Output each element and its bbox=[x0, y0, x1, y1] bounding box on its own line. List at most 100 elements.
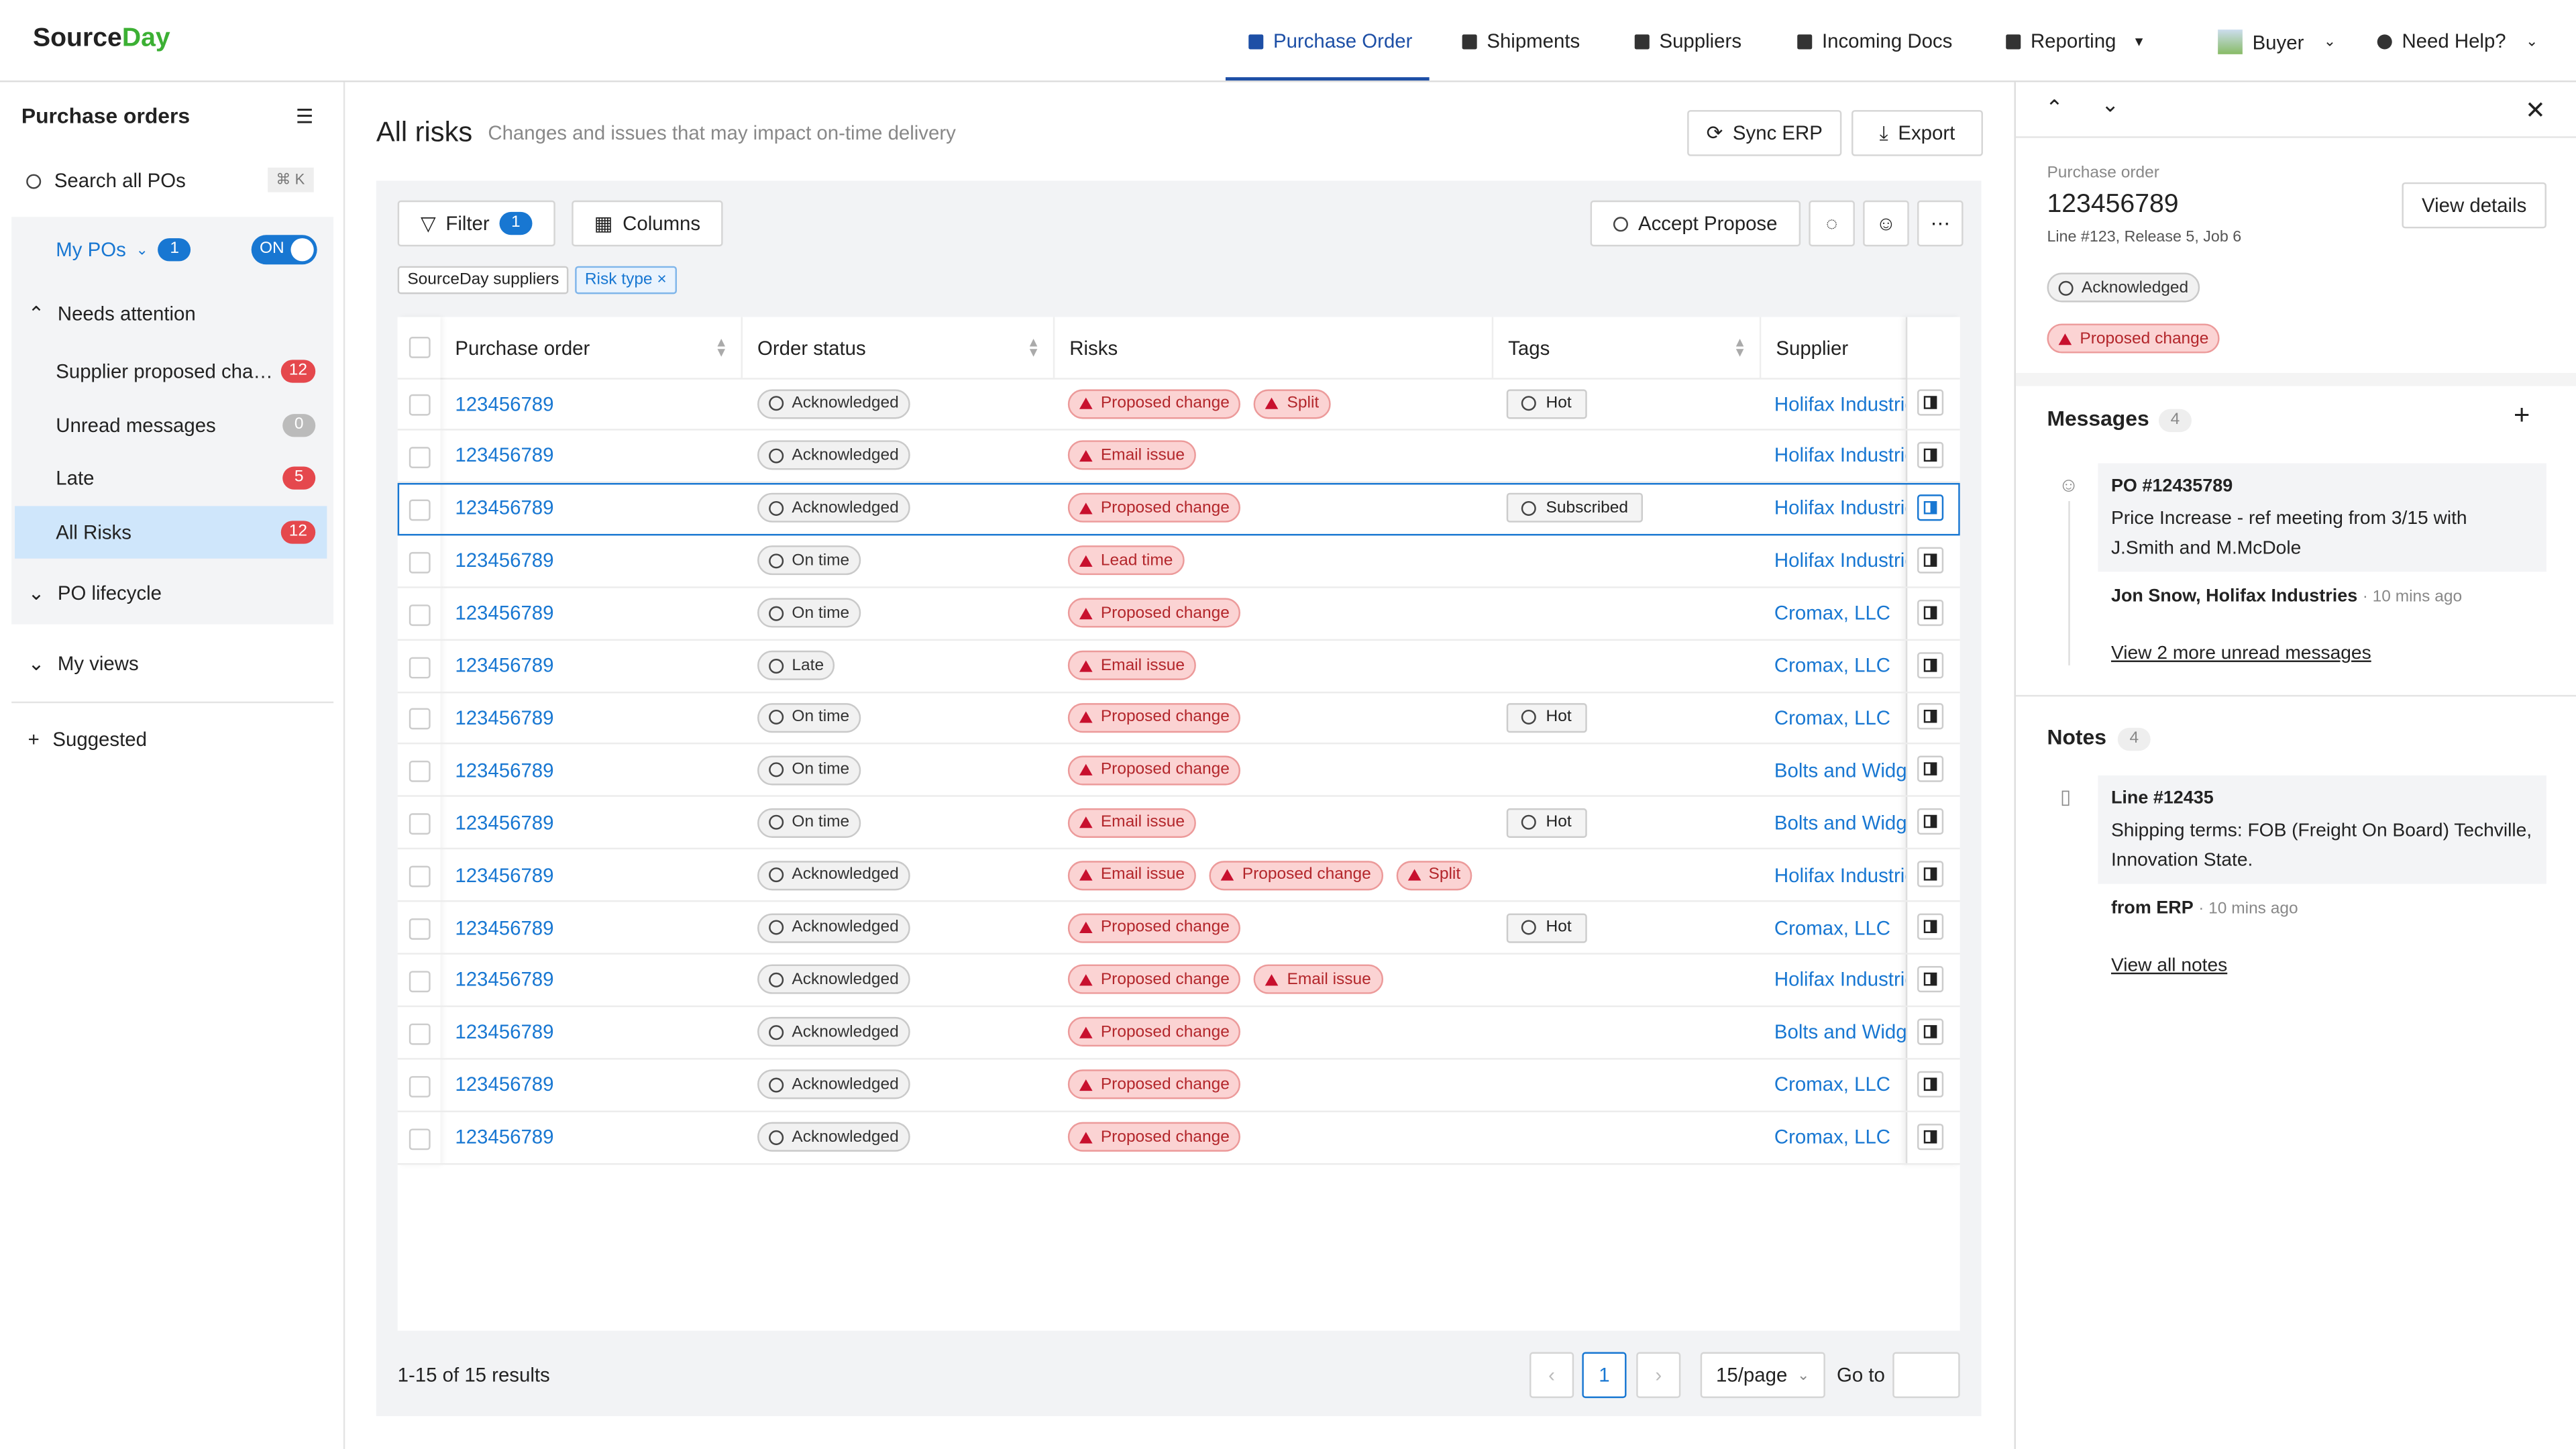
row-action[interactable] bbox=[1917, 598, 1944, 626]
view-details-button[interactable]: View details bbox=[2402, 182, 2546, 229]
checkbox[interactable] bbox=[409, 918, 431, 940]
goto-input[interactable] bbox=[1892, 1352, 1960, 1399]
icon-button[interactable]: ☺ bbox=[1863, 200, 1909, 247]
po-link[interactable]: 123456789 bbox=[455, 706, 554, 730]
more-messages-link[interactable]: View 2 more unread messages bbox=[2110, 644, 2371, 664]
po-link[interactable]: 123456789 bbox=[455, 811, 554, 835]
filter-chip[interactable]: SourceDay suppliers bbox=[397, 266, 570, 294]
supplier-link[interactable]: Bolts and Widgets bbox=[1774, 758, 1906, 782]
table-row[interactable]: 123456789 Acknowledged Proposed change Subs… bbox=[397, 482, 1960, 535]
table-row[interactable]: 123456789 On time Proposed change Cromax, L… bbox=[397, 588, 1960, 641]
nav-item[interactable]: Unread messages 0 bbox=[15, 398, 327, 451]
supplier-link[interactable]: Holifax Industries bbox=[1774, 968, 1906, 991]
page-button[interactable]: 1 bbox=[1582, 1352, 1627, 1399]
row-action[interactable] bbox=[1917, 1123, 1944, 1150]
sort-icon[interactable]: ▲ ▼ bbox=[1733, 334, 1747, 360]
supplier-link[interactable]: Holifax Industries bbox=[1774, 496, 1906, 520]
next-button[interactable]: ⌄ bbox=[2101, 92, 2119, 117]
checkbox[interactable] bbox=[409, 865, 431, 888]
more-button[interactable]: ⋯ bbox=[1917, 200, 1964, 247]
section-header[interactable]: ⌄ PO lifecycle bbox=[28, 582, 162, 604]
toggle[interactable]: ON bbox=[251, 235, 317, 265]
section-header[interactable]: + Suggested bbox=[28, 728, 147, 751]
notes-link[interactable]: View all notes bbox=[2110, 956, 2228, 976]
po-link[interactable]: 123456789 bbox=[455, 758, 554, 782]
row-action[interactable] bbox=[1917, 861, 1944, 888]
filter-chip[interactable]: Risk type × bbox=[575, 266, 677, 294]
sort-icon[interactable]: ▲ ▼ bbox=[1026, 334, 1040, 360]
user-menu[interactable]: Buyer ⌄ bbox=[2218, 30, 2336, 54]
checkbox[interactable] bbox=[409, 1023, 431, 1045]
search[interactable]: Search all POs bbox=[26, 169, 186, 193]
row-action[interactable] bbox=[1917, 546, 1944, 573]
nav-item[interactable]: Late 5 bbox=[15, 451, 327, 504]
checkbox[interactable] bbox=[409, 656, 431, 678]
row-action[interactable] bbox=[1917, 389, 1944, 416]
row-action[interactable] bbox=[1917, 756, 1944, 783]
row-action[interactable] bbox=[1917, 494, 1944, 521]
nav-item[interactable]: Purchase Order bbox=[1248, 30, 1412, 52]
table-row[interactable]: 123456789 Acknowledged Email issue Holifax … bbox=[397, 430, 1960, 483]
my-pos[interactable]: My POs ⌄ 1 bbox=[56, 238, 191, 262]
supplier-link[interactable]: Cromax, LLC bbox=[1774, 653, 1891, 677]
table-row[interactable]: 123456789 On time Lead time Holifax Industr… bbox=[397, 535, 1960, 588]
po-link[interactable]: 123456789 bbox=[455, 444, 554, 468]
supplier-link[interactable]: Holifax Industries bbox=[1774, 549, 1906, 572]
export-button[interactable]: ⤓ Export bbox=[1851, 110, 1983, 156]
po-link[interactable]: 123456789 bbox=[455, 549, 554, 572]
table-row[interactable]: 123456789 On time Proposed change Bolts and… bbox=[397, 745, 1960, 798]
checkbox[interactable] bbox=[409, 1075, 431, 1097]
checkbox[interactable] bbox=[409, 1128, 431, 1150]
po-link[interactable]: 123456789 bbox=[455, 863, 554, 887]
po-link[interactable]: 123456789 bbox=[455, 653, 554, 677]
table-row[interactable]: 123456789 Acknowledged Proposed change Emai… bbox=[397, 955, 1960, 1007]
po-link[interactable]: 123456789 bbox=[455, 1020, 554, 1044]
supplier-link[interactable]: Cromax, LLC bbox=[1774, 916, 1891, 939]
nav-item[interactable]: Incoming Docs bbox=[1797, 30, 1952, 52]
row-action[interactable] bbox=[1917, 651, 1944, 678]
po-link[interactable]: 123456789 bbox=[455, 968, 554, 991]
remove-icon[interactable]: × bbox=[657, 271, 667, 290]
columns-button[interactable]: ▦ Columns bbox=[572, 200, 723, 247]
add-button[interactable]: + bbox=[2513, 399, 2530, 431]
supplier-link[interactable]: Bolts and Widgets bbox=[1774, 1020, 1906, 1044]
checkbox[interactable] bbox=[409, 446, 431, 468]
nav-item[interactable]: Suppliers bbox=[1634, 30, 1741, 52]
logo[interactable]: SourceDay bbox=[33, 25, 170, 54]
supplier-link[interactable]: Holifax Industries bbox=[1774, 444, 1906, 468]
po-link[interactable]: 123456789 bbox=[455, 392, 554, 415]
nav-item[interactable]: Reporting ▼ bbox=[2006, 30, 2145, 52]
row-action[interactable] bbox=[1917, 441, 1944, 468]
supplier-link[interactable]: Cromax, LLC bbox=[1774, 601, 1891, 625]
checkbox[interactable] bbox=[409, 708, 431, 731]
close-button[interactable]: ✕ bbox=[2525, 97, 2546, 125]
supplier-link[interactable]: Holifax Industries bbox=[1774, 863, 1906, 887]
row-action[interactable] bbox=[1917, 1070, 1944, 1097]
prev-button[interactable]: ⌃ bbox=[2045, 95, 2063, 120]
table-row[interactable]: 123456789 Late Email issue Cromax, LLC bbox=[397, 640, 1960, 693]
checkbox[interactable] bbox=[409, 761, 431, 783]
supplier-link[interactable]: Holifax Industries bbox=[1774, 392, 1906, 415]
next-page[interactable]: › bbox=[1636, 1352, 1681, 1399]
checkbox[interactable] bbox=[409, 971, 431, 992]
row-action[interactable] bbox=[1917, 913, 1944, 940]
nav-item[interactable]: Supplier proposed changes 12 bbox=[15, 345, 327, 397]
checkbox[interactable] bbox=[409, 337, 431, 358]
sort-icon[interactable]: ▲ ▼ bbox=[714, 334, 728, 360]
checkbox[interactable] bbox=[409, 498, 431, 521]
help-menu[interactable]: Need Help? ⌄ bbox=[2377, 30, 2538, 52]
filter-button[interactable]: ▽ Filter 1 bbox=[397, 200, 555, 247]
row-action[interactable] bbox=[1917, 808, 1944, 835]
nav-item[interactable]: Shipments bbox=[1462, 30, 1580, 52]
collapse-button[interactable]: ☰ bbox=[295, 105, 314, 129]
section-header[interactable]: ⌃ Needs attention bbox=[28, 303, 196, 325]
table-row[interactable]: 123456789 Acknowledged Proposed change Bolt… bbox=[397, 1007, 1960, 1060]
icon-button[interactable]: ◌ bbox=[1809, 200, 1855, 247]
nav-item[interactable]: All Risks 12 bbox=[15, 505, 327, 558]
prev-page[interactable]: ‹ bbox=[1529, 1352, 1574, 1399]
supplier-link[interactable]: Cromax, LLC bbox=[1774, 1073, 1891, 1096]
table-row[interactable]: 123456789 Acknowledged Email issue Proposed… bbox=[397, 849, 1960, 902]
po-link[interactable]: 123456789 bbox=[455, 1073, 554, 1096]
row-action[interactable] bbox=[1917, 704, 1944, 731]
sync-button[interactable]: ⟳ Sync ERP bbox=[1687, 110, 1842, 156]
